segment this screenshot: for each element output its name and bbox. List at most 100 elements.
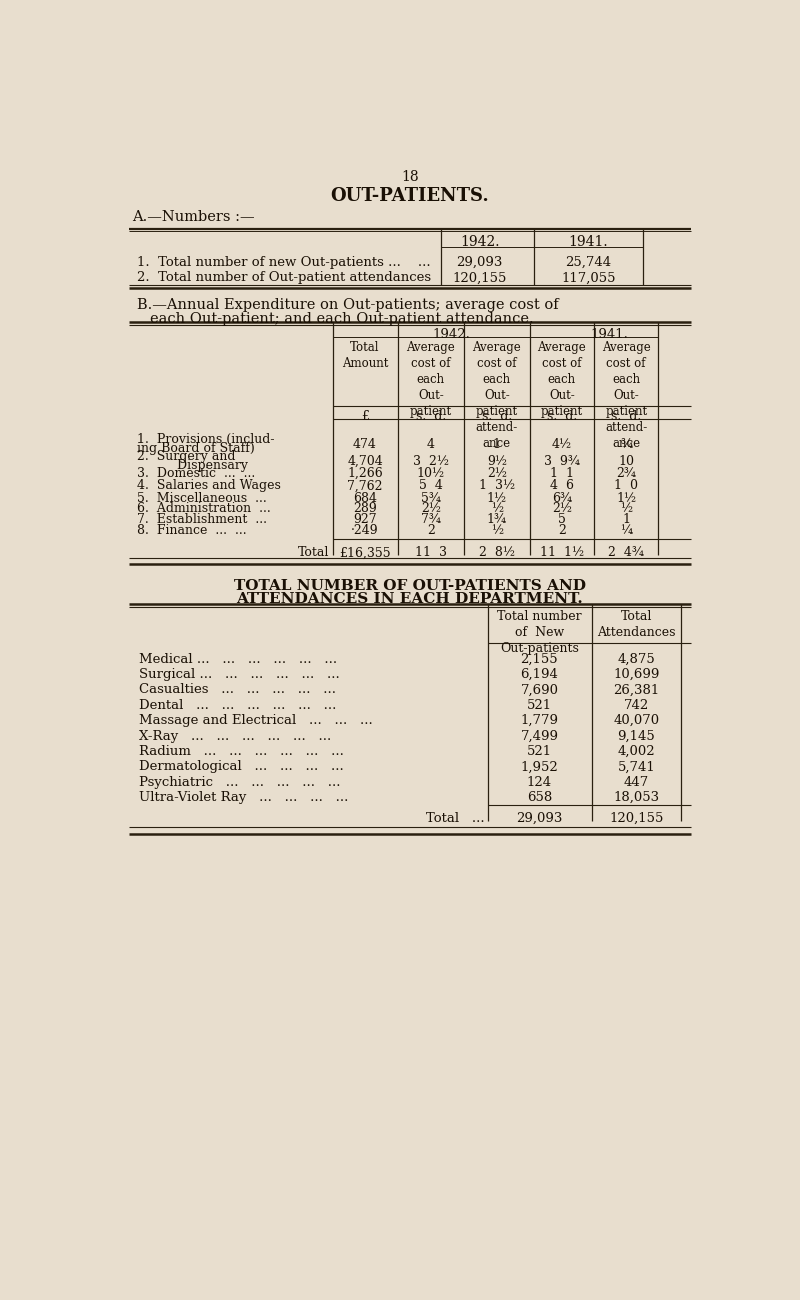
Text: 26,381: 26,381 <box>613 684 659 697</box>
Text: ATTENDANCES IN EACH DEPARTMENT.: ATTENDANCES IN EACH DEPARTMENT. <box>237 592 583 606</box>
Text: £16,355: £16,355 <box>339 546 391 559</box>
Text: 4½: 4½ <box>552 438 572 451</box>
Text: 10½: 10½ <box>417 467 445 480</box>
Text: 521: 521 <box>527 699 552 712</box>
Text: 124: 124 <box>527 776 552 789</box>
Text: 4,002: 4,002 <box>618 745 655 758</box>
Text: 1.  Total number of new Out-patients ...    ...: 1. Total number of new Out-patients ... … <box>138 256 431 269</box>
Text: 1,952: 1,952 <box>521 760 558 774</box>
Text: Total   ...: Total ... <box>426 812 485 826</box>
Text: 120,155: 120,155 <box>609 812 663 826</box>
Text: ing Board of Staff): ing Board of Staff) <box>138 442 255 455</box>
Text: 2  4¾: 2 4¾ <box>608 546 644 559</box>
Text: 927: 927 <box>354 514 377 526</box>
Text: Average
cost of
each
Out-
patient: Average cost of each Out- patient <box>406 341 455 417</box>
Text: 5¾: 5¾ <box>421 491 441 504</box>
Text: 1.  Provisions (includ-: 1. Provisions (includ- <box>138 433 274 446</box>
Text: 289: 289 <box>353 503 377 516</box>
Text: 7.  Establishment  ...: 7. Establishment ... <box>138 514 267 526</box>
Text: 2.  Surgery and: 2. Surgery and <box>138 450 236 463</box>
Text: 5,741: 5,741 <box>618 760 655 774</box>
Text: 117,055: 117,055 <box>561 272 615 285</box>
Text: 1,779: 1,779 <box>521 714 558 727</box>
Text: 4,875: 4,875 <box>618 653 655 666</box>
Text: 25,744: 25,744 <box>565 256 611 269</box>
Text: 1  3½: 1 3½ <box>478 480 515 493</box>
Text: Ultra-Violet Ray   ...   ...   ...   ...: Ultra-Violet Ray ... ... ... ... <box>138 792 348 805</box>
Text: Total: Total <box>298 546 330 559</box>
Text: Dispensary: Dispensary <box>138 459 248 472</box>
Text: 40,070: 40,070 <box>614 714 659 727</box>
Text: 7,499: 7,499 <box>521 729 558 742</box>
Text: Medical ...   ...   ...   ...   ...   ...: Medical ... ... ... ... ... ... <box>138 653 337 666</box>
Text: 1  1: 1 1 <box>550 467 574 480</box>
Text: 120,155: 120,155 <box>453 272 507 285</box>
Text: 6.  Administration  ...: 6. Administration ... <box>138 503 271 516</box>
Text: ¼: ¼ <box>620 524 632 537</box>
Text: Total
Attendances: Total Attendances <box>597 610 675 640</box>
Text: Average
cost of
each
Out-
patient: Average cost of each Out- patient <box>538 341 586 417</box>
Text: 742: 742 <box>624 699 649 712</box>
Text: 5: 5 <box>558 514 566 526</box>
Text: 4.  Salaries and Wages: 4. Salaries and Wages <box>138 480 281 493</box>
Text: 1941.: 1941. <box>569 235 608 250</box>
Text: 7,690: 7,690 <box>521 684 558 697</box>
Text: 3  2½: 3 2½ <box>413 455 449 468</box>
Text: 29,093: 29,093 <box>457 256 503 269</box>
Text: 1941.: 1941. <box>590 329 628 342</box>
Text: s.  d.: s. d. <box>482 410 512 422</box>
Text: Dermatological   ...   ...   ...   ...: Dermatological ... ... ... ... <box>138 760 343 774</box>
Text: Massage and Electrical   ...   ...   ...: Massage and Electrical ... ... ... <box>138 714 373 727</box>
Text: 1½: 1½ <box>616 491 636 504</box>
Text: 7,762: 7,762 <box>347 480 383 493</box>
Text: 474: 474 <box>353 438 377 451</box>
Text: 447: 447 <box>624 776 649 789</box>
Text: Average
cost of
each
Out-
patient
attend-
ance: Average cost of each Out- patient attend… <box>602 341 650 450</box>
Text: 1¾: 1¾ <box>486 514 507 526</box>
Text: ½: ½ <box>620 503 632 516</box>
Text: 2¾: 2¾ <box>616 467 636 480</box>
Text: 3  9¾: 3 9¾ <box>544 455 580 468</box>
Text: 4: 4 <box>427 438 435 451</box>
Text: 9,145: 9,145 <box>618 729 655 742</box>
Text: 18,053: 18,053 <box>614 792 659 805</box>
Text: X-Ray   ...   ...   ...   ...   ...   ...: X-Ray ... ... ... ... ... ... <box>138 729 331 742</box>
Text: 521: 521 <box>527 745 552 758</box>
Text: 18: 18 <box>401 170 419 183</box>
Text: ½: ½ <box>490 524 503 537</box>
Text: Dental   ...   ...   ...   ...   ...   ...: Dental ... ... ... ... ... ... <box>138 699 336 712</box>
Text: 1: 1 <box>493 438 501 451</box>
Text: Surgical ...   ...   ...   ...   ...   ...: Surgical ... ... ... ... ... ... <box>138 668 339 681</box>
Text: 2½: 2½ <box>552 503 572 516</box>
Text: 658: 658 <box>526 792 552 805</box>
Text: B.—Annual Expenditure on Out-patients; average cost of: B.—Annual Expenditure on Out-patients; a… <box>138 299 559 312</box>
Text: 1  0: 1 0 <box>614 480 638 493</box>
Text: Casualties   ...   ...   ...   ...   ...: Casualties ... ... ... ... ... <box>138 684 336 697</box>
Text: 10: 10 <box>618 455 634 468</box>
Text: 6,194: 6,194 <box>521 668 558 681</box>
Text: 11  1½: 11 1½ <box>540 546 584 559</box>
Text: 2  8½: 2 8½ <box>478 546 515 559</box>
Text: 7¾: 7¾ <box>421 514 441 526</box>
Text: 5  4: 5 4 <box>419 480 443 493</box>
Text: Average
cost of
each
Out-
patient
attend-
ance: Average cost of each Out- patient attend… <box>473 341 521 450</box>
Text: 684: 684 <box>353 491 377 504</box>
Text: ¾: ¾ <box>620 438 632 451</box>
Text: Psychiatric   ...   ...   ...   ...   ...: Psychiatric ... ... ... ... ... <box>138 776 340 789</box>
Text: 10,699: 10,699 <box>613 668 659 681</box>
Text: 4,704: 4,704 <box>347 455 383 468</box>
Text: OUT-PATIENTS.: OUT-PATIENTS. <box>330 187 490 205</box>
Text: 1½: 1½ <box>486 491 507 504</box>
Text: Total
Amount: Total Amount <box>342 341 388 369</box>
Text: 1942.: 1942. <box>460 235 499 250</box>
Text: 8.  Finance  ...  ...: 8. Finance ... ... <box>138 524 247 537</box>
Text: 2: 2 <box>558 524 566 537</box>
Text: £: £ <box>361 410 369 422</box>
Text: Radium   ...   ...   ...   ...   ...   ...: Radium ... ... ... ... ... ... <box>138 745 344 758</box>
Text: s.  d.: s. d. <box>546 410 577 422</box>
Text: ½: ½ <box>490 503 503 516</box>
Text: Total number
of  New
Out-patients: Total number of New Out-patients <box>497 610 582 655</box>
Text: 9½: 9½ <box>486 455 507 468</box>
Text: 5.  Miscellaneous  ...: 5. Miscellaneous ... <box>138 491 267 504</box>
Text: 4  6: 4 6 <box>550 480 574 493</box>
